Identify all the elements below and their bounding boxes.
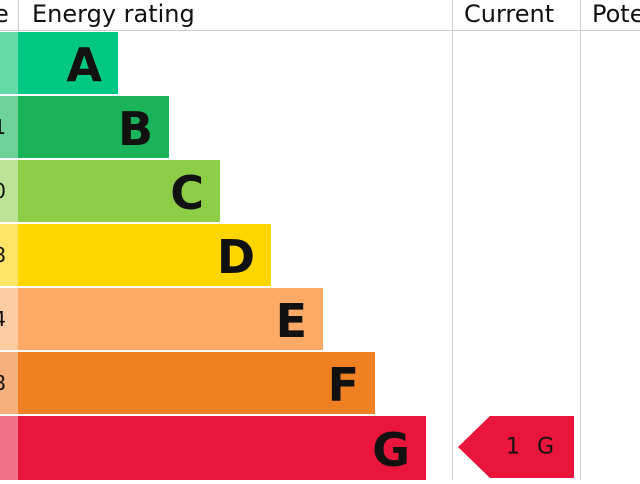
score-cell [0, 224, 18, 286]
score-cell [0, 352, 18, 414]
rating-header: Energy rating [32, 0, 195, 28]
band-bar [18, 416, 426, 480]
score-cell [0, 416, 18, 480]
band-letter: A [66, 38, 102, 92]
band-letter: D [217, 230, 255, 284]
band-score: 8 [0, 371, 6, 395]
current-arrow [458, 416, 574, 478]
potential-header: Pote [592, 0, 640, 28]
score-header: e [0, 0, 9, 28]
score-cell [0, 160, 18, 222]
band-score: 1 [0, 115, 6, 139]
band-letter: E [276, 294, 307, 348]
score-cell [0, 96, 18, 158]
band-bar [18, 352, 375, 414]
current-score: 1 [506, 435, 520, 460]
band-score: 0 [0, 179, 6, 203]
band-score: 8 [0, 243, 6, 267]
current-header: Current [464, 0, 554, 28]
score-cell [0, 32, 18, 94]
band-letter: B [118, 102, 153, 156]
bands: A 1 B 0 C 8 D 4 E 8 FG [0, 32, 426, 480]
score-cell [0, 288, 18, 350]
band-bar [18, 32, 118, 94]
band-score: 4 [0, 307, 6, 331]
band-bar [18, 288, 323, 350]
band-letter: F [328, 358, 359, 412]
band-bar [18, 160, 220, 222]
band-letter: G [372, 423, 410, 477]
current-rating: G [537, 435, 554, 460]
band-bar [18, 96, 169, 158]
band-bar [18, 224, 271, 286]
band-letter: C [170, 166, 204, 220]
